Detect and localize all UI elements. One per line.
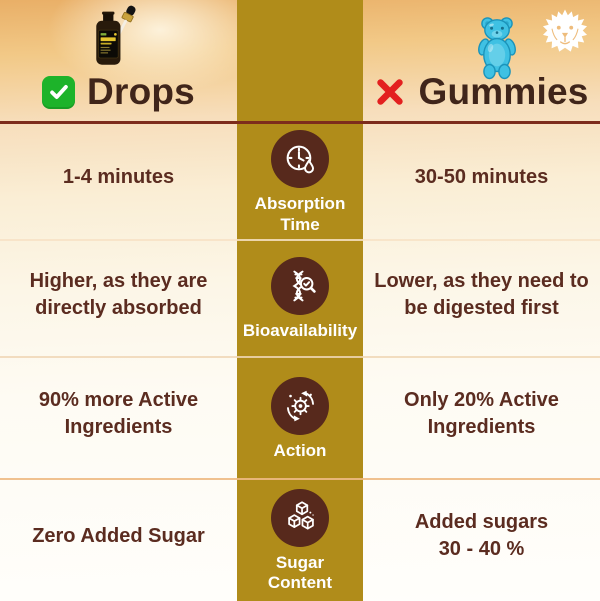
row-separator: [0, 478, 600, 480]
category-label-action: Action: [273, 440, 327, 460]
cross-mark-icon: [374, 76, 406, 108]
sugar-cubes-icon: [271, 488, 329, 547]
header: Drops Gummies: [0, 0, 600, 121]
comparison-row-sugar-content: Zero Added Sugar Sugar Content: [0, 479, 600, 601]
drops-sugar-value: Zero Added Sugar: [32, 524, 205, 547]
gummies-action-value: Only 20% Active Ingredients: [404, 389, 559, 438]
gear-cycle-icon: [271, 376, 329, 435]
gummies-sugar-value: Added sugars 30 - 40 %: [414, 511, 549, 560]
comparison-row-absorption-time: 1-4 minutes Absorption Time 30-50 minute…: [0, 123, 600, 240]
gummy-bear-image: [478, 17, 516, 80]
row-separator: [0, 239, 600, 241]
check-mark-icon: [42, 75, 76, 109]
drops-absorption-value: 1-4 minutes: [62, 166, 175, 188]
drops-title: Drops: [0, 71, 237, 113]
category-label-absorption-time: Absorption Time: [254, 194, 346, 234]
category-label-sugar-content: Sugar Content: [267, 552, 333, 592]
header-divider: [0, 121, 600, 124]
drops-bioavailability-value: Higher, as they are directly absorbed: [29, 269, 208, 319]
category-label-bioavailability: Bioavailability: [242, 321, 358, 341]
dropper-bottle-image: [96, 5, 136, 65]
drops-action-value: 90% more Active Ingredients: [38, 389, 199, 438]
gummies-bioavailability-value: Lower, as they need to be digested first: [374, 269, 589, 319]
row-separator: [0, 356, 600, 358]
comparison-row-bioavailability: Higher, as they are directly absorbed Bi…: [0, 240, 600, 357]
gummies-title: Gummies: [363, 71, 600, 113]
lion-logo-icon: [542, 9, 588, 52]
drops-title-label: Drops: [87, 71, 195, 112]
gummies-title-label: Gummies: [418, 71, 589, 112]
gummies-absorption-value: 30-50 minutes: [414, 166, 549, 188]
dna-magnifier-icon: [271, 257, 329, 316]
comparison-row-action: 90% more Active Ingredients: [0, 357, 600, 479]
clock-droplet-icon: [271, 130, 329, 189]
